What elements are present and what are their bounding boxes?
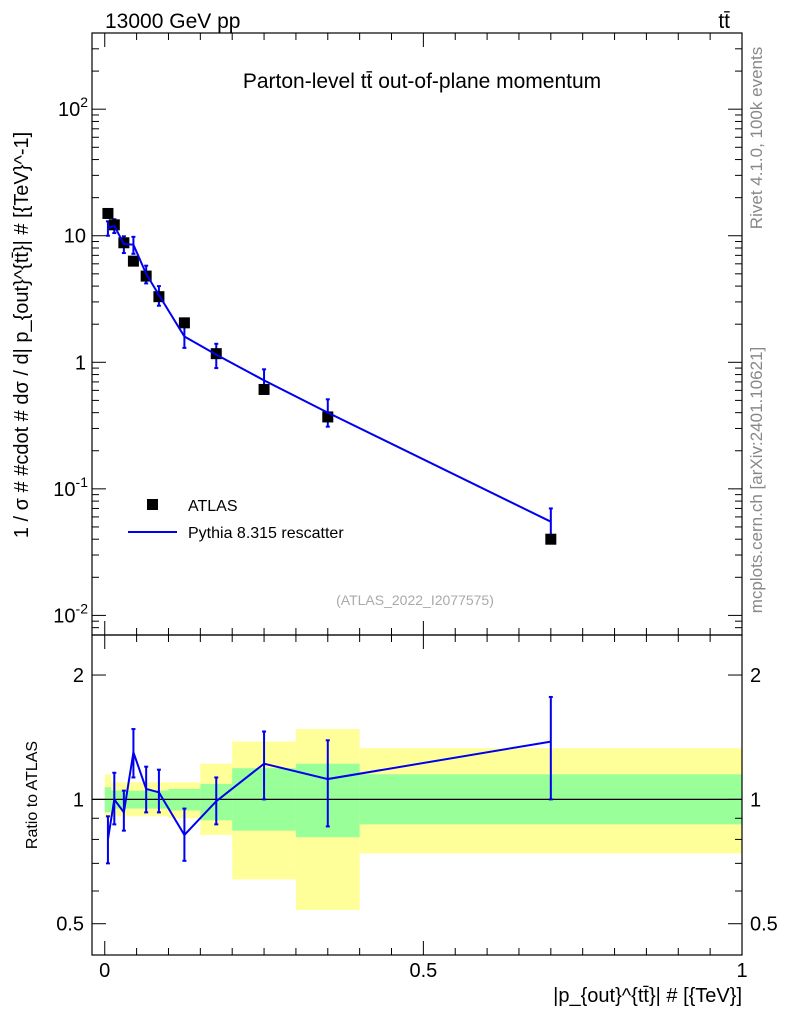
- analysis-label: (ATLAS_2022_I2077575): [336, 592, 494, 608]
- ratio-y-axis-label: Ratio to ATLAS: [24, 741, 41, 849]
- ratio-axis-ticks: 0.5 0.5 1 1 2 2 0 0.5 1: [56, 635, 778, 982]
- main-data-marks: [102, 207, 557, 545]
- ratio-pythia-line: [106, 740, 551, 840]
- x-axis-label: |p_{out}^{tt̄}| # [{TeV}]: [553, 985, 742, 1007]
- main-atlas-point: [545, 533, 557, 545]
- ratio-y-tick-label-right: 1: [750, 789, 761, 811]
- main-y-axis-label: 1 / σ # #cdot # dσ / d| p_{out}^{tt̄}| #…: [11, 132, 33, 538]
- ratio-y-tick-label: 2: [73, 665, 84, 687]
- main-axis-ticks: 10-2 10-1 1 10 102: [53, 32, 743, 636]
- main-y-tick-label: 1: [75, 352, 86, 374]
- rivet-label: Rivet 4.1.0, 100k events: [747, 47, 766, 229]
- ratio-y-tick-label-right: 2: [750, 665, 761, 687]
- ratio-y-tick-label: 0.5: [56, 914, 84, 936]
- legend-marker-atlas: [147, 499, 158, 510]
- process-label: tt̄: [718, 10, 730, 33]
- main-atlas-point: [322, 411, 334, 423]
- energy-label: 13000 GeV pp: [105, 10, 240, 33]
- ratio-frame: [91, 634, 743, 956]
- legend: ATLAS Pythia 8.315 rescatter: [128, 498, 344, 542]
- source-label: mcplots.cern.ch [arXiv:2401.10621]: [747, 347, 766, 613]
- legend-label-pythia: Pythia 8.315 rescatter: [188, 525, 344, 542]
- main-panel: 10-2 10-1 1 10 102 Parton-level tt̄ out-of-p…: [11, 32, 743, 636]
- main-y-tick-label: 10-2: [53, 600, 88, 627]
- main-y-tick-label: 10-1: [53, 474, 88, 501]
- ratio-panel: 0.5 0.5 1 1 2 2 0 0.5 1 Ratio to ATLAS: [24, 634, 778, 982]
- main-atlas-point: [258, 383, 270, 395]
- x-tick-label: 0.5: [409, 960, 437, 982]
- main-y-tick-label: 10: [64, 226, 86, 248]
- main-y-tick-label: 102: [58, 94, 88, 121]
- main-chart-title: Parton-level tt̄ out-of-plane momentum: [243, 70, 601, 93]
- main-atlas-point: [178, 317, 190, 329]
- main-atlas-point: [127, 255, 139, 267]
- x-tick-label: 0: [99, 960, 110, 982]
- ratio-y-tick-label: 1: [73, 789, 84, 811]
- main-frame: [91, 32, 743, 636]
- main-atlas-point: [102, 207, 114, 219]
- legend-label-atlas: ATLAS: [188, 498, 238, 515]
- ratio-y-tick-label-right: 0.5: [750, 914, 778, 936]
- x-tick-label: 1: [736, 960, 747, 982]
- main-pythia-line: [107, 224, 552, 523]
- ratio-data-marks: [105, 695, 553, 865]
- main-atlas-point: [140, 270, 152, 282]
